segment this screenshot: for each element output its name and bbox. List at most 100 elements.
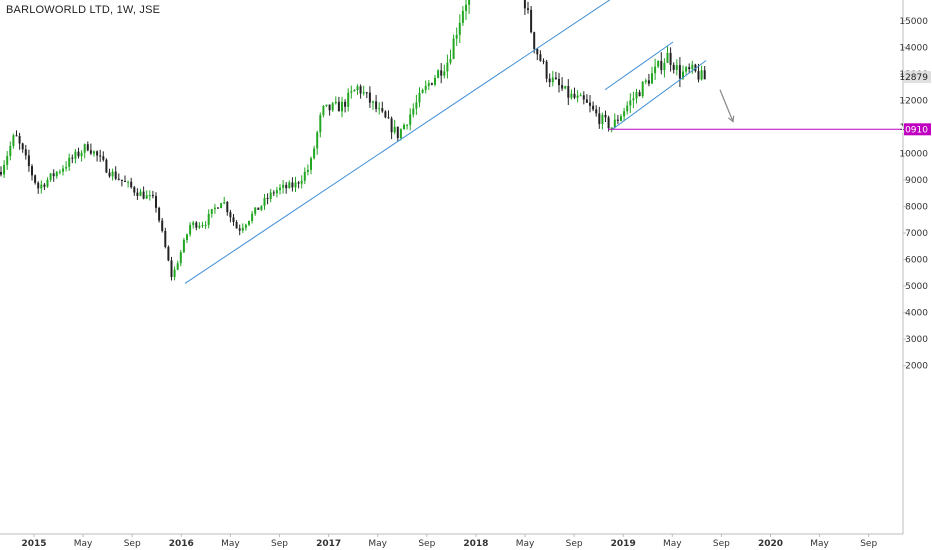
candle (68, 153, 71, 171)
candle (551, 70, 554, 87)
candle (272, 190, 275, 197)
candle (331, 101, 334, 112)
candle (449, 49, 452, 65)
candle (356, 84, 359, 95)
candle (257, 207, 260, 210)
candle (102, 151, 105, 162)
time-tick-label: May (663, 539, 682, 549)
candle (34, 174, 37, 185)
candle (15, 130, 18, 137)
candle (527, 1, 529, 14)
price-tick-label: 9000 (905, 176, 928, 186)
time-tick-label: Sep (713, 539, 730, 549)
candle (207, 209, 210, 229)
candle (288, 180, 291, 189)
candle (62, 165, 64, 176)
candle (105, 158, 108, 174)
candle (365, 91, 368, 99)
candle (127, 180, 130, 188)
candle (198, 222, 201, 230)
time-tick-label: Sep (418, 539, 435, 549)
candle (570, 89, 573, 100)
price-tick-label: 5000 (905, 282, 928, 292)
candle (362, 85, 365, 96)
candle (620, 114, 622, 122)
candle (604, 110, 607, 123)
candle (632, 91, 635, 109)
candle (229, 209, 232, 223)
candle (384, 110, 387, 119)
candle (434, 74, 436, 87)
candle (294, 176, 297, 193)
candles (0, 0, 706, 281)
candle (192, 220, 195, 229)
time-tick-label: Sep (271, 539, 288, 549)
candle (251, 210, 254, 224)
candle (427, 79, 430, 90)
candle (114, 166, 117, 181)
candle (279, 184, 281, 195)
candle (130, 177, 133, 189)
candle (573, 87, 576, 100)
candle (437, 69, 440, 79)
candle (232, 214, 235, 226)
candle (626, 101, 629, 115)
candle (585, 94, 588, 104)
candle (266, 193, 269, 205)
candle (303, 167, 306, 185)
candle (412, 103, 415, 118)
trendline (184, 0, 611, 284)
last-price-tag: 12879 (899, 71, 931, 84)
candle (613, 113, 616, 129)
candle (93, 150, 95, 157)
candle (151, 190, 154, 199)
time-tick-label: May (74, 539, 93, 549)
price-tick-label: 2000 (905, 362, 928, 372)
candle (567, 79, 570, 105)
candle (282, 180, 285, 194)
candle (310, 156, 312, 175)
candle (672, 62, 675, 74)
candle (616, 114, 619, 124)
candle (337, 96, 340, 112)
candle (393, 119, 396, 135)
candle (235, 220, 238, 229)
candle (136, 188, 139, 200)
candle (638, 89, 641, 97)
candle (325, 104, 328, 107)
candle (201, 221, 204, 228)
candle (300, 175, 303, 189)
candle (685, 65, 688, 75)
candle (210, 208, 213, 218)
candle (80, 150, 83, 162)
candle (554, 71, 557, 80)
candle (461, 6, 464, 26)
candle (65, 161, 68, 172)
candle (440, 63, 443, 84)
candle (421, 88, 424, 94)
candle (697, 63, 700, 83)
candle (322, 105, 325, 118)
candle (678, 57, 681, 88)
candle (582, 91, 585, 105)
time-tick-label: 2020 (758, 539, 783, 549)
candle (248, 220, 250, 227)
candle (297, 181, 300, 189)
candle (635, 88, 638, 104)
candle (564, 85, 567, 90)
candle (623, 107, 626, 122)
candle (341, 97, 343, 118)
candle (399, 128, 402, 141)
candle (12, 133, 15, 149)
candle (654, 58, 657, 80)
candle (589, 95, 591, 113)
candle (186, 233, 188, 243)
svg-text:12879: 12879 (899, 73, 928, 83)
candle (344, 99, 347, 113)
candle (647, 73, 650, 87)
candle (148, 190, 151, 201)
candle (3, 160, 6, 178)
candle (455, 27, 458, 46)
candle (139, 188, 142, 197)
